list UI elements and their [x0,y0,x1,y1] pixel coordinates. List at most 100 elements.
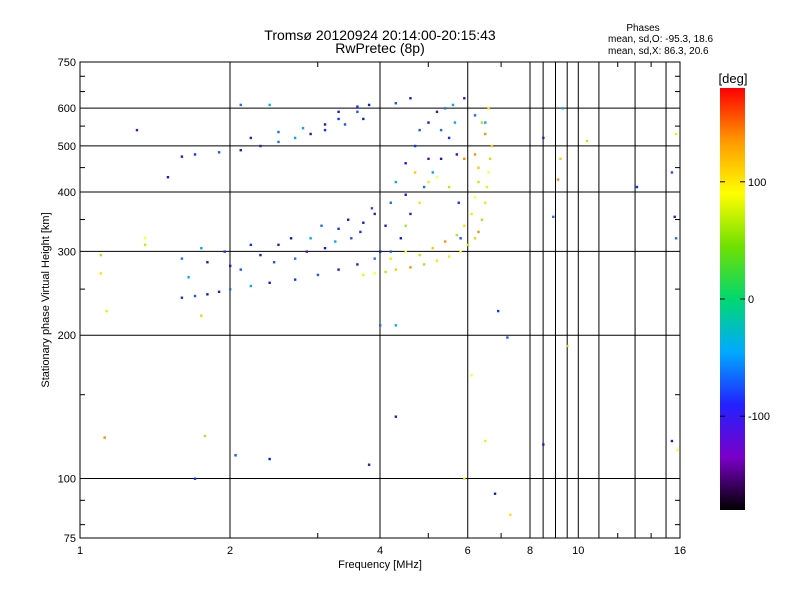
data-point-x [509,513,512,516]
data-point-o [337,110,340,114]
data-point-x [463,477,466,480]
colorbar-label: [deg] [719,71,748,86]
data-point-x [418,201,421,204]
data-point-o [277,130,280,134]
data-point-o [389,250,392,253]
data-point-x [473,196,477,199]
data-point-o [673,215,676,219]
x-axis-ticks: 1 2 4 6 8 10 16 [77,62,686,557]
data-point-o [473,114,477,117]
data-point-x [418,253,421,257]
data-point-x [676,448,679,452]
colorbar-tick-label: -100 [748,411,770,423]
data-point-o [277,243,280,247]
data-point-o [180,257,184,260]
data-point-x [559,157,562,161]
data-point-x [490,144,494,148]
data-point-x [422,263,426,266]
x-tick-label: 6 [465,545,471,557]
data-point-o [367,463,371,466]
data-point-o [409,212,412,216]
data-point-x [477,166,480,169]
data-point-x [394,268,398,271]
data-point-x [480,121,484,124]
stats-line-o: mean, sd,O: -95.3, 18.6 [608,34,713,45]
data-point-x [477,180,480,184]
data-point-o [431,171,434,174]
data-point-o [337,227,340,231]
data-point-o [370,207,374,210]
data-point-o [268,281,271,284]
data-point-x [103,436,106,439]
y-axis-ticks: 75 100 200 300 400 500 600 750 [58,57,680,545]
data-point-x [473,237,477,240]
data-point-o [166,175,170,179]
y-tick-label: 75 [64,533,76,545]
data-point-o [346,218,350,221]
data-point-o [394,324,398,327]
data-point-x [484,201,487,204]
x-axis-label: Frequency [MHz] [338,559,422,571]
y-tick-label: 200 [58,330,76,342]
data-point-o [293,278,297,281]
data-point-o [187,276,190,279]
data-point-o [493,492,497,495]
data-point-o [343,123,347,126]
data-point-x [470,374,473,377]
data-point-x [487,171,490,174]
data-point-x [435,175,439,179]
data-point-o [413,144,417,148]
data-point-o [323,123,327,126]
data-point-x [466,243,470,247]
data-point-o [457,201,460,204]
data-point-x [409,266,412,269]
data-point-o [200,247,203,250]
data-point-o [289,237,293,240]
data-point-o [268,103,271,107]
data-point-o [496,309,500,313]
data-point-o [135,128,139,132]
data-point-o [229,264,232,268]
data-point-x [484,132,487,136]
data-point-o [443,107,447,110]
data-point-x [203,434,207,438]
data-point-o [239,268,242,271]
data-point-o [272,261,276,264]
data-point-o [309,132,312,136]
data-point-x [674,132,678,136]
data-point-o [439,128,443,132]
data-point-o [217,290,221,294]
data-point-o [356,263,359,266]
data-point-o [670,171,674,174]
data-point-o [316,273,320,277]
data-point-o [552,215,555,219]
data-point-o [367,103,371,107]
data-point-o [239,103,242,107]
data-point-o [484,121,487,124]
data-point-o [674,237,678,240]
data-point-o [193,153,197,156]
data-point-o [373,257,376,260]
data-point-o [249,136,253,140]
data-point-o [293,257,297,260]
data-point-x [362,273,365,277]
data-point-o [334,240,337,243]
y-tick-label: 100 [58,474,76,486]
x-tick-label: 2 [227,545,233,557]
data-point-x [143,237,147,240]
data-point-x [200,314,203,317]
data-point-o [234,454,237,457]
data-point-x [473,153,477,156]
data-point-o [409,97,412,100]
data-point-x [489,157,492,161]
data-point-o [506,336,509,339]
data-point-x [463,157,466,161]
data-point-o [439,157,443,161]
x-tick-label: 8 [527,545,533,557]
data-point-o [277,140,280,144]
data-point-x [404,224,407,227]
data-point-o [223,250,226,253]
x-tick-label: 4 [377,545,383,557]
data-point-x [373,272,376,275]
data-point-x [566,344,569,348]
